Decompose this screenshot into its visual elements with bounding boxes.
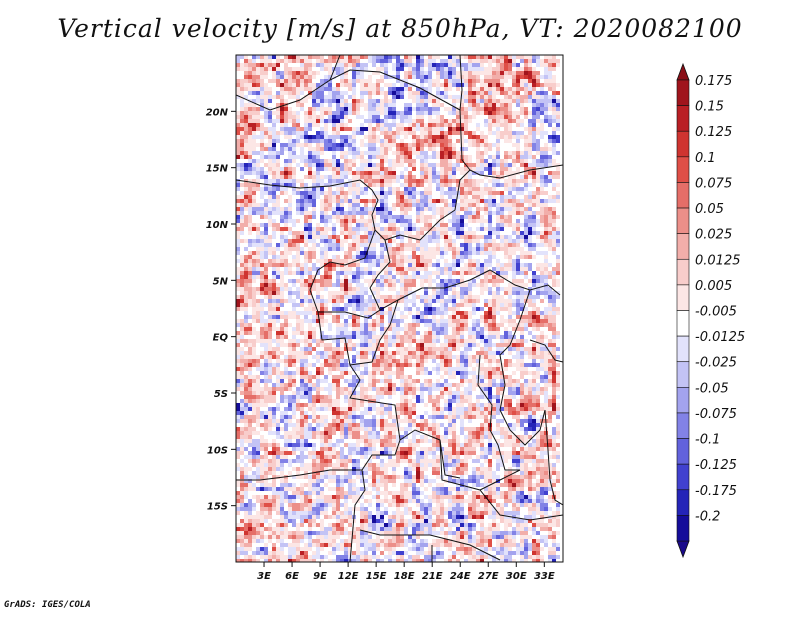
colorbar-label: -0.05 [695, 381, 729, 396]
lat-tick-label: 20N [206, 107, 229, 118]
colorbar-top-triangle [676, 62, 690, 81]
colorbar-label: -0.2 [695, 509, 720, 524]
colorbar-label: -0.175 [695, 484, 737, 499]
colorbar-segment [676, 361, 690, 388]
grads-credit: GrADS: IGES/COLA [4, 600, 91, 610]
lon-tick-label: 18E [394, 571, 415, 582]
lat-tick-label: 10N [206, 220, 229, 231]
chart-title: Vertical velocity [m/s] at 850hPa, VT: 2… [57, 14, 743, 43]
colorbar-segment [676, 105, 690, 132]
lon-tick-label: 24E [450, 571, 471, 582]
lon-tick-label: 33E [534, 571, 555, 582]
colorbar-label: 0.15 [695, 100, 724, 115]
colorbar-segment [676, 284, 690, 311]
colorbar-segment [676, 412, 690, 439]
colorbar-label: -0.1 [695, 433, 720, 448]
colorbar-label: 0.005 [695, 279, 732, 294]
colorbar-segment [676, 489, 690, 516]
lat-tick-label: EQ [213, 333, 229, 344]
colorbar-segment [676, 310, 690, 337]
lon-tick-label: 27E [478, 571, 499, 582]
colorbar-segment [676, 130, 690, 158]
colorbar-label: 0.05 [695, 202, 724, 217]
colorbar-segment [676, 258, 690, 286]
colorbar-label: -0.025 [695, 356, 737, 371]
lon-tick-label: 6E [285, 571, 299, 582]
lon-tick-label: 9E [313, 571, 327, 582]
colorbar: 0.175 0.15 0.125 0.1 0.075 0.05 0.025 0.0125 0.0… [676, 62, 745, 559]
lat-tick-label: 15S [207, 502, 228, 513]
colorbar-label: 0.075 [695, 176, 732, 191]
longitude-axis: 3E 6E 9E 12E 15E 18E 21E 24E 27E 30E 33E [257, 562, 555, 582]
colorbar-segment [676, 207, 690, 234]
colorbar-segment [676, 182, 690, 209]
colorbar-segment [676, 156, 690, 183]
latitude-axis: 20N 15N 10N 5N EQ 5S 10S 15S [206, 107, 236, 513]
colorbar-label: 0.025 [695, 228, 732, 243]
colorbar-segment [676, 79, 690, 106]
colorbar-label: -0.075 [695, 407, 737, 422]
lat-tick-label: 5N [213, 276, 229, 287]
colorbar-segment [676, 387, 690, 414]
colorbar-label: -0.0125 [695, 330, 745, 345]
colorbar-label: -0.125 [695, 458, 737, 473]
colorbar-segment [676, 233, 690, 260]
colorbar-label: 0.1 [695, 151, 716, 166]
colorbar-label: 0.0125 [695, 253, 741, 268]
colorbar-segment [676, 515, 690, 542]
colorbar-segment [676, 463, 690, 491]
country-borders [236, 55, 563, 562]
lon-tick-label: 12E [338, 571, 359, 582]
lat-tick-label: 15N [206, 164, 229, 175]
map-frame [235, 54, 564, 563]
colorbar-label: 0.175 [695, 74, 732, 89]
lat-tick-label: 10S [207, 445, 228, 456]
colorbar-label: -0.005 [695, 305, 737, 320]
lat-tick-label: 5S [214, 389, 228, 400]
lon-tick-label: 21E [422, 571, 443, 582]
colorbar-segment [676, 438, 690, 465]
lon-tick-label: 30E [506, 571, 527, 582]
velocity-field [236, 55, 563, 562]
colorbar-label: 0.125 [695, 125, 732, 140]
lon-tick-label: 15E [366, 571, 387, 582]
colorbar-bottom-triangle [676, 540, 690, 559]
colorbar-segment [676, 335, 690, 363]
lon-tick-label: 3E [257, 571, 271, 582]
